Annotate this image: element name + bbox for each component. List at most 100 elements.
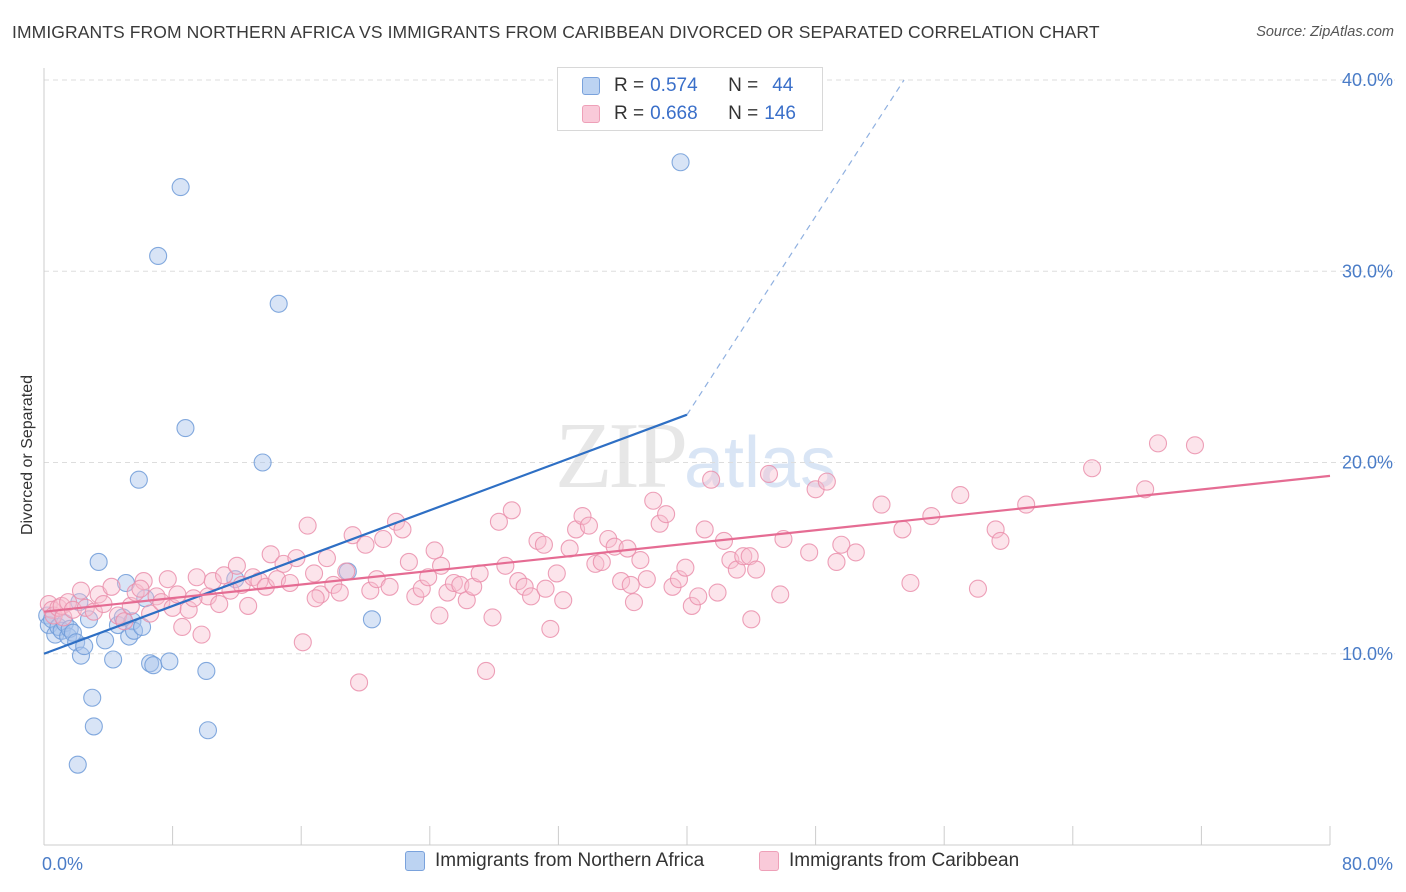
- point-caribbean: [430, 606, 449, 625]
- legend-swatch-blue: [582, 77, 600, 95]
- point-caribbean: [832, 535, 851, 554]
- point-caribbean: [872, 495, 891, 514]
- point-caribbean: [261, 545, 280, 564]
- point-northern-africa: [144, 656, 163, 675]
- point-caribbean: [306, 589, 325, 608]
- point-caribbean: [702, 470, 721, 489]
- point-caribbean: [192, 625, 211, 644]
- point-caribbean: [669, 570, 689, 589]
- x-tick-label: 0.0%: [42, 854, 83, 874]
- point-caribbean: [361, 581, 380, 600]
- point-caribbean: [293, 633, 312, 652]
- point-caribbean: [356, 535, 375, 554]
- point-caribbean: [541, 619, 560, 638]
- bottom-legend-label: Immigrants from Northern Africa: [435, 850, 705, 871]
- point-caribbean: [49, 598, 68, 617]
- point-caribbean: [380, 577, 399, 596]
- point-caribbean: [657, 505, 676, 524]
- point-northern-africa: [176, 419, 195, 438]
- bottom-legend-label: Immigrants from Caribbean: [789, 850, 1020, 871]
- point-caribbean: [502, 501, 521, 520]
- x-tick-label: 80.0%: [1342, 854, 1393, 874]
- point-caribbean: [214, 566, 234, 585]
- point-caribbean: [579, 516, 598, 535]
- chart-title: IMMIGRANTS FROM NORTHERN AFRICA VS IMMIG…: [12, 22, 1100, 42]
- bottom-legend-caribbean: Immigrants from Caribbean: [759, 850, 1019, 872]
- legend-r-label: R =: [614, 75, 645, 96]
- point-caribbean: [1083, 459, 1102, 478]
- point-caribbean: [734, 547, 753, 566]
- point-northern-africa: [133, 617, 152, 637]
- trendline-northern-africa: [43, 413, 688, 655]
- y-tick-label: 40.0%: [1342, 70, 1393, 90]
- point-caribbean: [644, 491, 663, 510]
- point-northern-africa: [141, 654, 160, 673]
- point-caribbean: [592, 552, 611, 572]
- point-caribbean: [991, 531, 1010, 550]
- point-northern-africa: [89, 552, 108, 572]
- point-caribbean: [893, 520, 912, 539]
- point-caribbean: [187, 568, 206, 587]
- point-caribbean: [350, 673, 369, 692]
- point-caribbean: [406, 587, 425, 606]
- point-northern-africa: [253, 453, 272, 472]
- point-caribbean: [1136, 480, 1155, 499]
- point-caribbean: [399, 552, 418, 572]
- point-northern-africa: [198, 721, 218, 740]
- trendline-northern-africa-extension: [686, 79, 905, 416]
- point-caribbean: [305, 564, 324, 583]
- point-caribbean: [951, 485, 970, 505]
- point-caribbean: [131, 579, 150, 598]
- point-northern-africa: [160, 652, 179, 671]
- point-caribbean: [599, 529, 618, 549]
- legend-r-value: 0.668: [650, 103, 698, 124]
- point-caribbean: [771, 585, 790, 604]
- point-caribbean: [742, 610, 761, 629]
- point-caribbean: [1017, 495, 1036, 514]
- point-northern-africa: [197, 661, 216, 681]
- point-caribbean: [515, 577, 534, 596]
- point-caribbean: [747, 560, 766, 579]
- point-caribbean: [280, 573, 299, 593]
- point-caribbean: [554, 591, 573, 610]
- point-caribbean: [901, 573, 920, 593]
- bottom-legend-northern-africa: Immigrants from Northern Africa: [405, 850, 704, 872]
- point-caribbean: [637, 570, 656, 589]
- legend-r-value: 0.574: [650, 75, 698, 96]
- point-caribbean: [650, 514, 669, 533]
- point-caribbean: [522, 587, 541, 606]
- point-caribbean: [689, 587, 708, 606]
- bottom-legend-swatch-blue: [405, 851, 425, 871]
- point-caribbean: [817, 472, 836, 491]
- source-label: Source: ZipAtlas.com: [1256, 24, 1394, 40]
- point-caribbean: [586, 554, 605, 573]
- y-tick-label: 20.0%: [1342, 453, 1393, 473]
- point-caribbean: [621, 575, 640, 594]
- y-tick-label: 10.0%: [1342, 644, 1393, 664]
- legend-n-value: 44: [772, 75, 794, 96]
- point-caribbean: [330, 583, 349, 602]
- point-northern-africa: [362, 610, 381, 629]
- point-northern-africa: [83, 688, 102, 707]
- bottom-legend-swatch-pink: [759, 851, 779, 871]
- point-caribbean: [986, 520, 1005, 539]
- point-northern-africa: [71, 646, 91, 665]
- point-caribbean: [676, 558, 695, 577]
- point-caribbean: [534, 535, 553, 554]
- point-caribbean: [612, 572, 631, 591]
- legend-row-northern-africa: R = 0.574 N = 44: [582, 73, 793, 99]
- point-caribbean: [317, 549, 336, 568]
- point-caribbean: [1148, 434, 1168, 453]
- legend-swatch-pink: [582, 105, 600, 123]
- point-caribbean: [968, 579, 988, 598]
- point-caribbean: [337, 562, 356, 581]
- legend-n-value: 146: [764, 103, 796, 124]
- point-northern-africa: [171, 178, 190, 197]
- point-caribbean: [496, 556, 515, 575]
- trendline-caribbean: [43, 474, 1331, 613]
- point-caribbean: [922, 506, 941, 526]
- point-caribbean: [682, 596, 701, 615]
- point-caribbean: [227, 556, 246, 575]
- point-caribbean: [168, 585, 187, 604]
